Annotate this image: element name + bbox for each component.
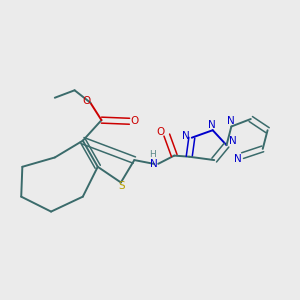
Text: N: N: [182, 131, 190, 141]
Text: N: N: [208, 120, 216, 130]
Text: N: N: [234, 154, 242, 164]
Text: S: S: [119, 181, 125, 191]
Text: O: O: [130, 116, 139, 126]
Text: O: O: [82, 96, 91, 106]
Text: N: N: [230, 136, 237, 146]
Text: N: N: [150, 159, 158, 169]
Text: O: O: [157, 127, 165, 137]
Text: N: N: [227, 116, 235, 125]
Text: H: H: [149, 150, 156, 159]
